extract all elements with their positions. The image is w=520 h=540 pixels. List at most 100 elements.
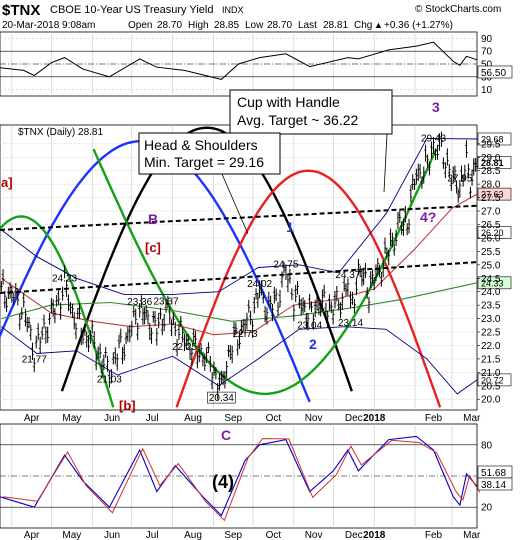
x-tick-label: Oct xyxy=(266,413,282,424)
y-tick-label: 20.5 xyxy=(481,381,501,392)
y-tick-label: 24.0 xyxy=(481,287,501,298)
up-arrow-icon: ▲ xyxy=(374,20,383,30)
top-readout-box xyxy=(477,65,513,79)
price-label: 24.75 xyxy=(273,260,298,271)
y-tick-label: 29.0 xyxy=(481,153,501,164)
y-tick-label: 25.5 xyxy=(481,247,501,258)
price-tag-box xyxy=(477,156,512,169)
head-shoulders-pointer xyxy=(221,173,249,235)
exchange-label: INDX xyxy=(222,5,244,15)
chg-label: Chg xyxy=(354,20,372,31)
price-label: 20.34 xyxy=(209,393,234,404)
price-tag-box xyxy=(477,373,512,387)
open-value: 28.70 xyxy=(157,20,182,31)
y-tick-label: 27.5 xyxy=(481,193,501,204)
head-shoulders-line1: Head & Shoulders xyxy=(144,137,258,153)
bottom-indicator-slow xyxy=(2,438,481,522)
price-label: 24.23 xyxy=(52,274,77,285)
date-label: 20-Mar-2018 9:08am xyxy=(2,20,95,31)
bottom-readout-box-2 xyxy=(477,477,513,491)
x-tick-label: Apr xyxy=(24,530,40,540)
chg-value: +0.36 (+1.27%) xyxy=(384,20,453,31)
bottom-tick-label: 80 xyxy=(481,440,493,451)
price-legend: $TNX (Daily) 28.81 xyxy=(18,127,103,138)
wave-label-b-bracket: [b] xyxy=(119,398,136,413)
high-value: 28.85 xyxy=(214,20,239,31)
x-tick-label: May xyxy=(62,530,81,540)
cup-handle-line1: Cup with Handle xyxy=(237,94,340,110)
wave-label-2: 2 xyxy=(309,336,317,352)
top-tick-label: 90 xyxy=(481,34,493,45)
wave-label-3: 3 xyxy=(432,99,440,115)
x-tick-label: Nov xyxy=(305,530,323,540)
price-label: 24.37 xyxy=(335,270,360,281)
y-tick-label: 23.0 xyxy=(481,314,501,325)
head-shoulders-callout-box xyxy=(138,132,281,175)
last-value: 28.81 xyxy=(323,20,348,31)
x-tick-label: 2018 xyxy=(363,530,386,540)
bottom-tick-label: 20 xyxy=(481,503,493,514)
price-label: 21.03 xyxy=(97,375,122,386)
bottom-readout-1: 51.68 xyxy=(481,468,506,479)
price-tag-box xyxy=(477,187,512,201)
x-tick-label: Nov xyxy=(305,413,323,424)
x-tick-label: Dec xyxy=(345,413,363,424)
top-tick-label: 50 xyxy=(481,60,493,71)
series-lower-band xyxy=(1,326,478,395)
low-label: Low xyxy=(245,20,264,31)
series-long-moving-average xyxy=(1,282,478,322)
price-tag: 28.81 xyxy=(481,158,504,168)
price-label: 27.95 xyxy=(447,173,472,184)
wave-label-4-paren: (4) xyxy=(212,472,234,492)
y-tick-label: 24.5 xyxy=(481,274,501,285)
y-tick-label: 22.0 xyxy=(481,341,501,352)
y-tick-label: 22.5 xyxy=(481,328,501,339)
price-label: 23.36 xyxy=(127,297,152,308)
x-tick-label: Dec xyxy=(345,530,363,540)
wave-label-4q: 4? xyxy=(420,209,436,225)
price-label: 22.25 xyxy=(172,342,197,353)
cup-handle-callout-box xyxy=(229,89,393,135)
price-label-box xyxy=(207,391,236,404)
cup-handle-line2: Avg. Target ~ 36.22 xyxy=(237,112,359,128)
cycle-arc-red xyxy=(175,169,442,408)
y-tick-label: 21.5 xyxy=(481,354,501,365)
y-tick-label: 28.0 xyxy=(481,180,501,191)
ticker-title: $TNX xyxy=(2,2,40,19)
wave-label-a-bracket: a] xyxy=(1,175,13,190)
y-tick-label: 21.0 xyxy=(481,368,501,379)
top-tick-label: 10 xyxy=(481,85,493,96)
x-tick-label: Feb xyxy=(425,530,443,540)
cycle-arc-black xyxy=(60,126,353,392)
x-tick-label: Feb xyxy=(425,413,443,424)
price-label: 21.77 xyxy=(22,355,47,366)
price-label: 24.02 xyxy=(247,279,272,290)
x-tick-label: Aug xyxy=(184,530,202,540)
cup-handle-pointer xyxy=(383,133,388,193)
head-shoulders-line2: Min. Target = 29.16 xyxy=(144,154,264,170)
wave-label-C: C xyxy=(221,427,231,443)
y-tick-label: 26.0 xyxy=(481,233,501,244)
y-tick-label: 29.5 xyxy=(481,139,501,150)
price-tag: 29.68 xyxy=(481,134,504,144)
y-tick-label: 23.5 xyxy=(481,301,501,312)
x-tick-label: Sep xyxy=(224,413,242,424)
y-tick-label: 20.0 xyxy=(481,395,501,406)
x-tick-label: Sep xyxy=(224,530,242,540)
open-label: Open xyxy=(128,20,152,31)
price-tag: 27.63 xyxy=(481,190,504,200)
price-label: 29.43 xyxy=(421,134,446,145)
top-readout: 56.50 xyxy=(481,68,506,79)
bottom-indicator-fast xyxy=(0,435,478,517)
price-tag-box xyxy=(477,132,512,146)
price-label: 23.37 xyxy=(154,297,179,308)
price-tag-box xyxy=(477,276,512,290)
x-tick-label: 2018 xyxy=(363,413,386,424)
top-indicator-line xyxy=(0,41,478,80)
wave-label-B: B xyxy=(148,211,158,227)
series-upper-band xyxy=(1,137,478,295)
wave-label-c-bracket: [c] xyxy=(145,240,161,255)
x-tick-label: Mar xyxy=(463,413,481,424)
x-tick-label: Jul xyxy=(146,530,159,540)
